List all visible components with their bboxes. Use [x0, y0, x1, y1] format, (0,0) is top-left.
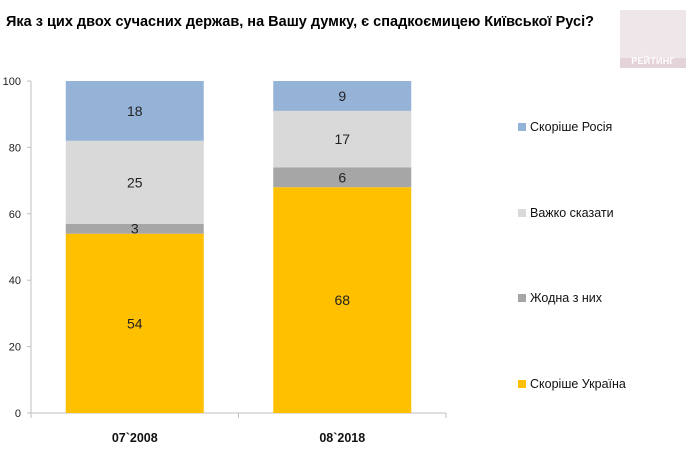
legend-swatch — [518, 123, 526, 131]
legend-label: Жодна з них — [530, 291, 603, 305]
y-tick-label: 20 — [9, 342, 21, 354]
bar-segment — [273, 110, 412, 168]
logo-text: РЕЙТИНГ — [631, 56, 675, 66]
data-label: 3 — [131, 221, 139, 237]
data-label: 17 — [334, 131, 350, 147]
data-label: 25 — [127, 174, 143, 190]
y-tick-label: 40 — [9, 275, 21, 287]
data-label: 54 — [127, 315, 143, 331]
legend-label: Скоріше Росія — [530, 120, 612, 134]
chart-title: Яка з цих двох сучасних держав, на Вашу … — [6, 14, 594, 30]
bar-segment — [273, 81, 412, 111]
data-label: 68 — [334, 292, 350, 308]
data-label: 6 — [338, 169, 346, 185]
data-label: 9 — [338, 88, 346, 104]
legend-label: Скоріше Україна — [530, 377, 626, 391]
y-tick-label: 0 — [15, 408, 21, 420]
bar-segment — [273, 187, 412, 413]
bar-segment — [65, 233, 204, 413]
legend-label: Важко сказати — [530, 206, 614, 220]
y-tick-label: 100 — [3, 76, 21, 88]
bar-segment — [65, 223, 204, 234]
logo-band — [620, 58, 686, 68]
bar-segment — [273, 167, 412, 188]
legend-swatch — [518, 380, 526, 388]
rating-logo: РЕЙТИНГ — [620, 10, 686, 68]
legend-swatch — [518, 294, 526, 302]
bar-segment — [65, 81, 204, 141]
category-label: 07`2008 — [112, 431, 158, 445]
y-tick-label: 80 — [9, 142, 21, 154]
data-label: 18 — [127, 103, 143, 119]
legend-swatch — [518, 209, 526, 217]
y-tick-label: 60 — [9, 209, 21, 221]
category-label: 08`2018 — [319, 431, 365, 445]
bar-segment — [65, 140, 204, 224]
